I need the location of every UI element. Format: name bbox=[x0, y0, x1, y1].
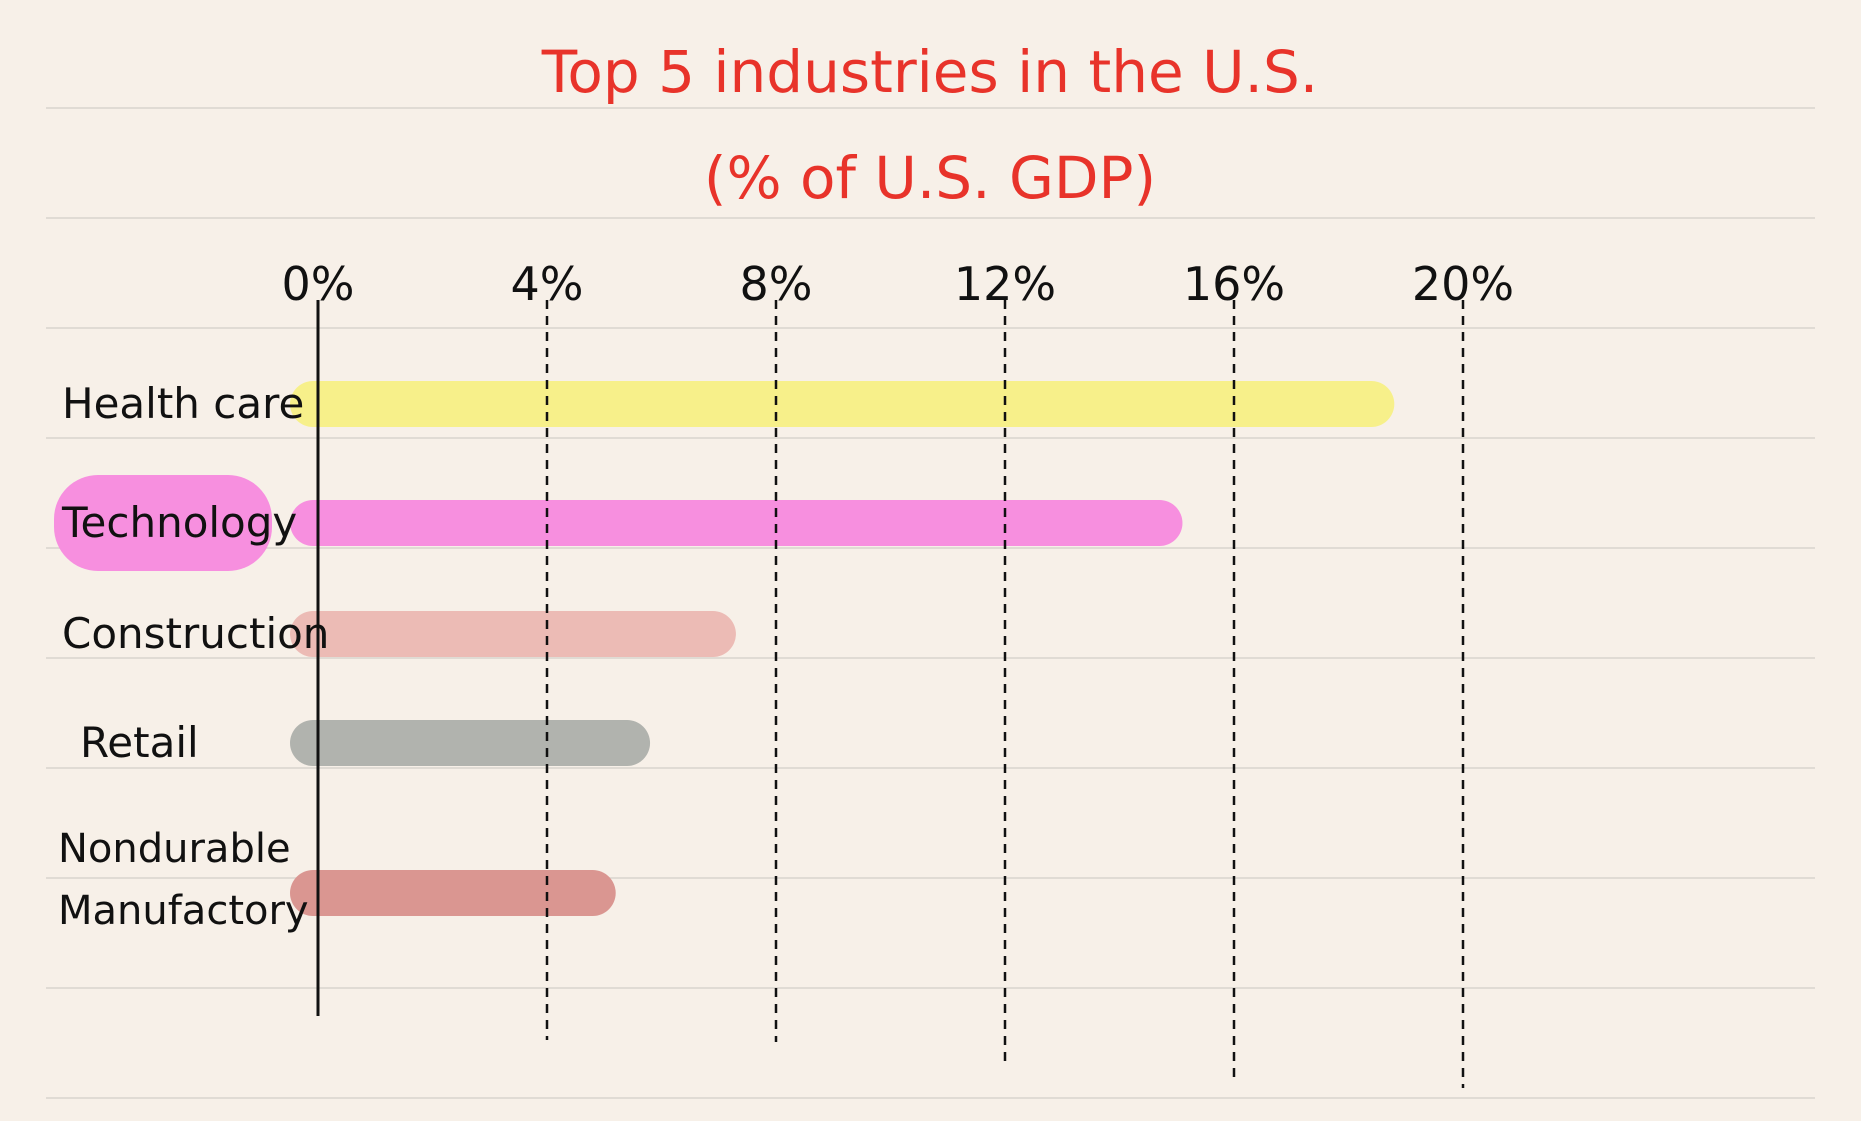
x-tick-label: 20% bbox=[1412, 257, 1514, 311]
category-label: Retail bbox=[80, 718, 199, 767]
gridlines-layer bbox=[316, 300, 1465, 1088]
x-tick-label: 12% bbox=[954, 257, 1056, 311]
bar-4 bbox=[290, 720, 651, 766]
x-tick-label: 0% bbox=[282, 257, 355, 311]
x-tick-label: 4% bbox=[511, 257, 584, 311]
x-tick-labels: 0% 4% 8% 12% 16% 20% bbox=[282, 257, 1515, 311]
x-tick-label: 8% bbox=[740, 257, 813, 311]
bar-2 bbox=[290, 500, 1183, 546]
bar-5 bbox=[290, 870, 616, 916]
highlight-layer bbox=[54, 475, 272, 571]
bar-3 bbox=[290, 611, 736, 657]
category-label: Manufactory bbox=[58, 888, 309, 934]
category-label: Nondurable bbox=[58, 826, 291, 872]
category-label: Health care bbox=[62, 379, 304, 428]
bars-layer bbox=[290, 381, 1395, 916]
notebook-ruled-lines bbox=[46, 107, 1815, 1099]
label-highlight bbox=[54, 475, 272, 571]
bar-1 bbox=[290, 381, 1395, 427]
category-label: Construction bbox=[62, 609, 329, 658]
chart-subtitle: (% of U.S. GDP) bbox=[704, 144, 1156, 212]
category-label: Technology bbox=[61, 498, 297, 547]
chart-title: Top 5 industries in the U.S. bbox=[541, 38, 1318, 106]
category-labels: Health care Technology Construction Retail N… bbox=[58, 379, 329, 934]
x-tick-label: 16% bbox=[1183, 257, 1285, 311]
